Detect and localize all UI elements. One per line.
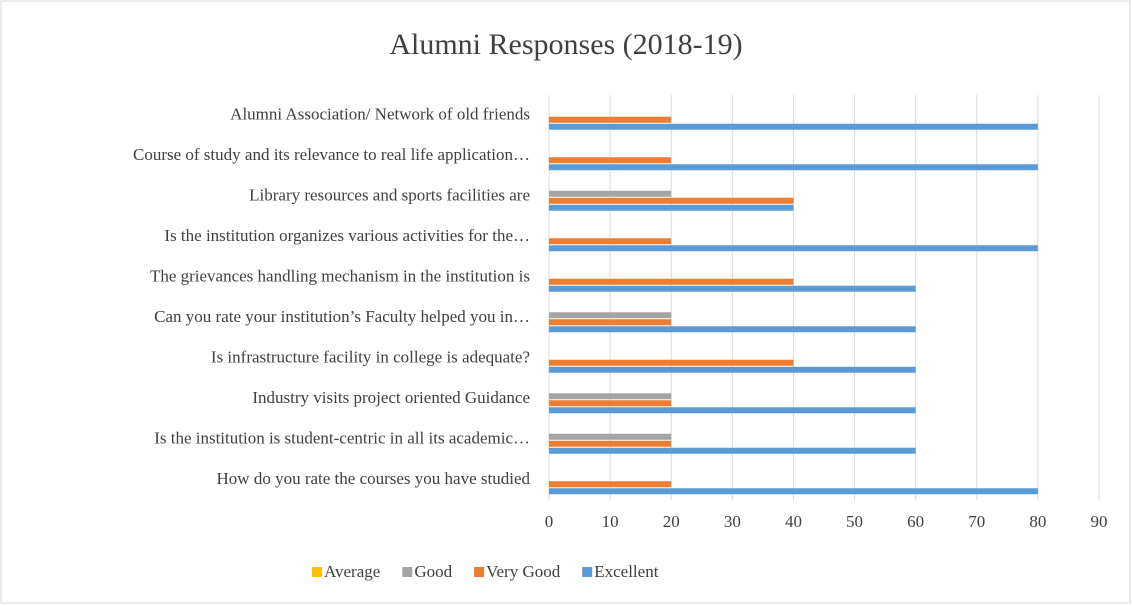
x-tick-label: 10 [602, 512, 619, 531]
y-tick-label: Course of study and its relevance to rea… [133, 145, 530, 164]
legend-label: Very Good [486, 562, 561, 581]
legend-label: Good [414, 562, 452, 581]
bar [549, 123, 1038, 130]
bar [549, 488, 1038, 495]
legend-label: Average [324, 562, 380, 581]
bar [549, 116, 672, 123]
y-tick-label: The grievances handling mechanism in the… [150, 267, 530, 286]
bar [549, 285, 916, 292]
bar [549, 319, 672, 326]
bar [549, 278, 794, 285]
bar [549, 440, 672, 447]
bar [549, 481, 672, 488]
bar [549, 197, 794, 204]
legend-swatch [312, 567, 322, 577]
bar [549, 447, 916, 454]
x-tick-label: 70 [968, 512, 985, 531]
bar [549, 359, 794, 366]
x-tick-label: 80 [1029, 512, 1046, 531]
bar [549, 157, 672, 164]
legend-label: Excellent [594, 562, 658, 581]
y-tick-label: Industry visits project oriented Guidanc… [252, 388, 530, 407]
bar [549, 164, 1038, 171]
y-tick-label: Is the institution is student-centric in… [154, 429, 530, 448]
legend-swatch [474, 567, 485, 577]
bar [549, 433, 672, 440]
y-tick-label: Alumni Association/ Network of old frien… [230, 105, 530, 124]
y-tick-label: How do you rate the courses you have stu… [217, 469, 531, 488]
legend-swatch [402, 567, 413, 577]
bar [549, 190, 672, 197]
bar [549, 366, 916, 373]
x-tick-label: 50 [846, 512, 863, 531]
bar [549, 400, 672, 407]
bar [549, 245, 1038, 252]
y-tick-label: Is infrastructure facility in college is… [211, 348, 530, 367]
y-tick-label: Is the institution organizes various act… [164, 226, 530, 245]
x-tick-label: 30 [724, 512, 741, 531]
x-tick-label: 0 [545, 512, 554, 531]
x-tick-label: 60 [907, 512, 924, 531]
bar [549, 238, 672, 245]
x-tick-label: 20 [663, 512, 680, 531]
bar [549, 312, 672, 319]
chart-title: Alumni Responses (2018-19) [389, 28, 742, 61]
legend-swatch [582, 567, 593, 577]
bar [549, 393, 672, 400]
y-tick-label: Library resources and sports facilities … [249, 186, 530, 205]
x-tick-label: 90 [1091, 512, 1108, 531]
x-tick-label: 40 [785, 512, 802, 531]
bar [549, 326, 916, 333]
y-tick-label: Can you rate your institution’s Faculty … [154, 307, 530, 326]
bar [549, 204, 794, 211]
bar [549, 407, 916, 414]
